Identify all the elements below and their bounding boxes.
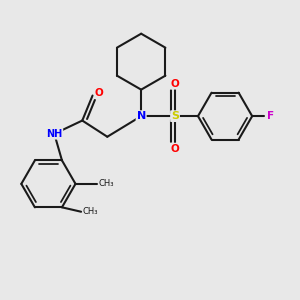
Text: N: N: [136, 111, 146, 121]
Text: F: F: [267, 111, 274, 121]
Text: CH₃: CH₃: [98, 179, 114, 188]
Text: CH₃: CH₃: [82, 207, 98, 216]
Text: O: O: [95, 88, 103, 98]
Text: S: S: [171, 111, 179, 121]
Text: NH: NH: [46, 129, 62, 139]
Text: O: O: [171, 143, 179, 154]
Text: O: O: [171, 79, 179, 89]
